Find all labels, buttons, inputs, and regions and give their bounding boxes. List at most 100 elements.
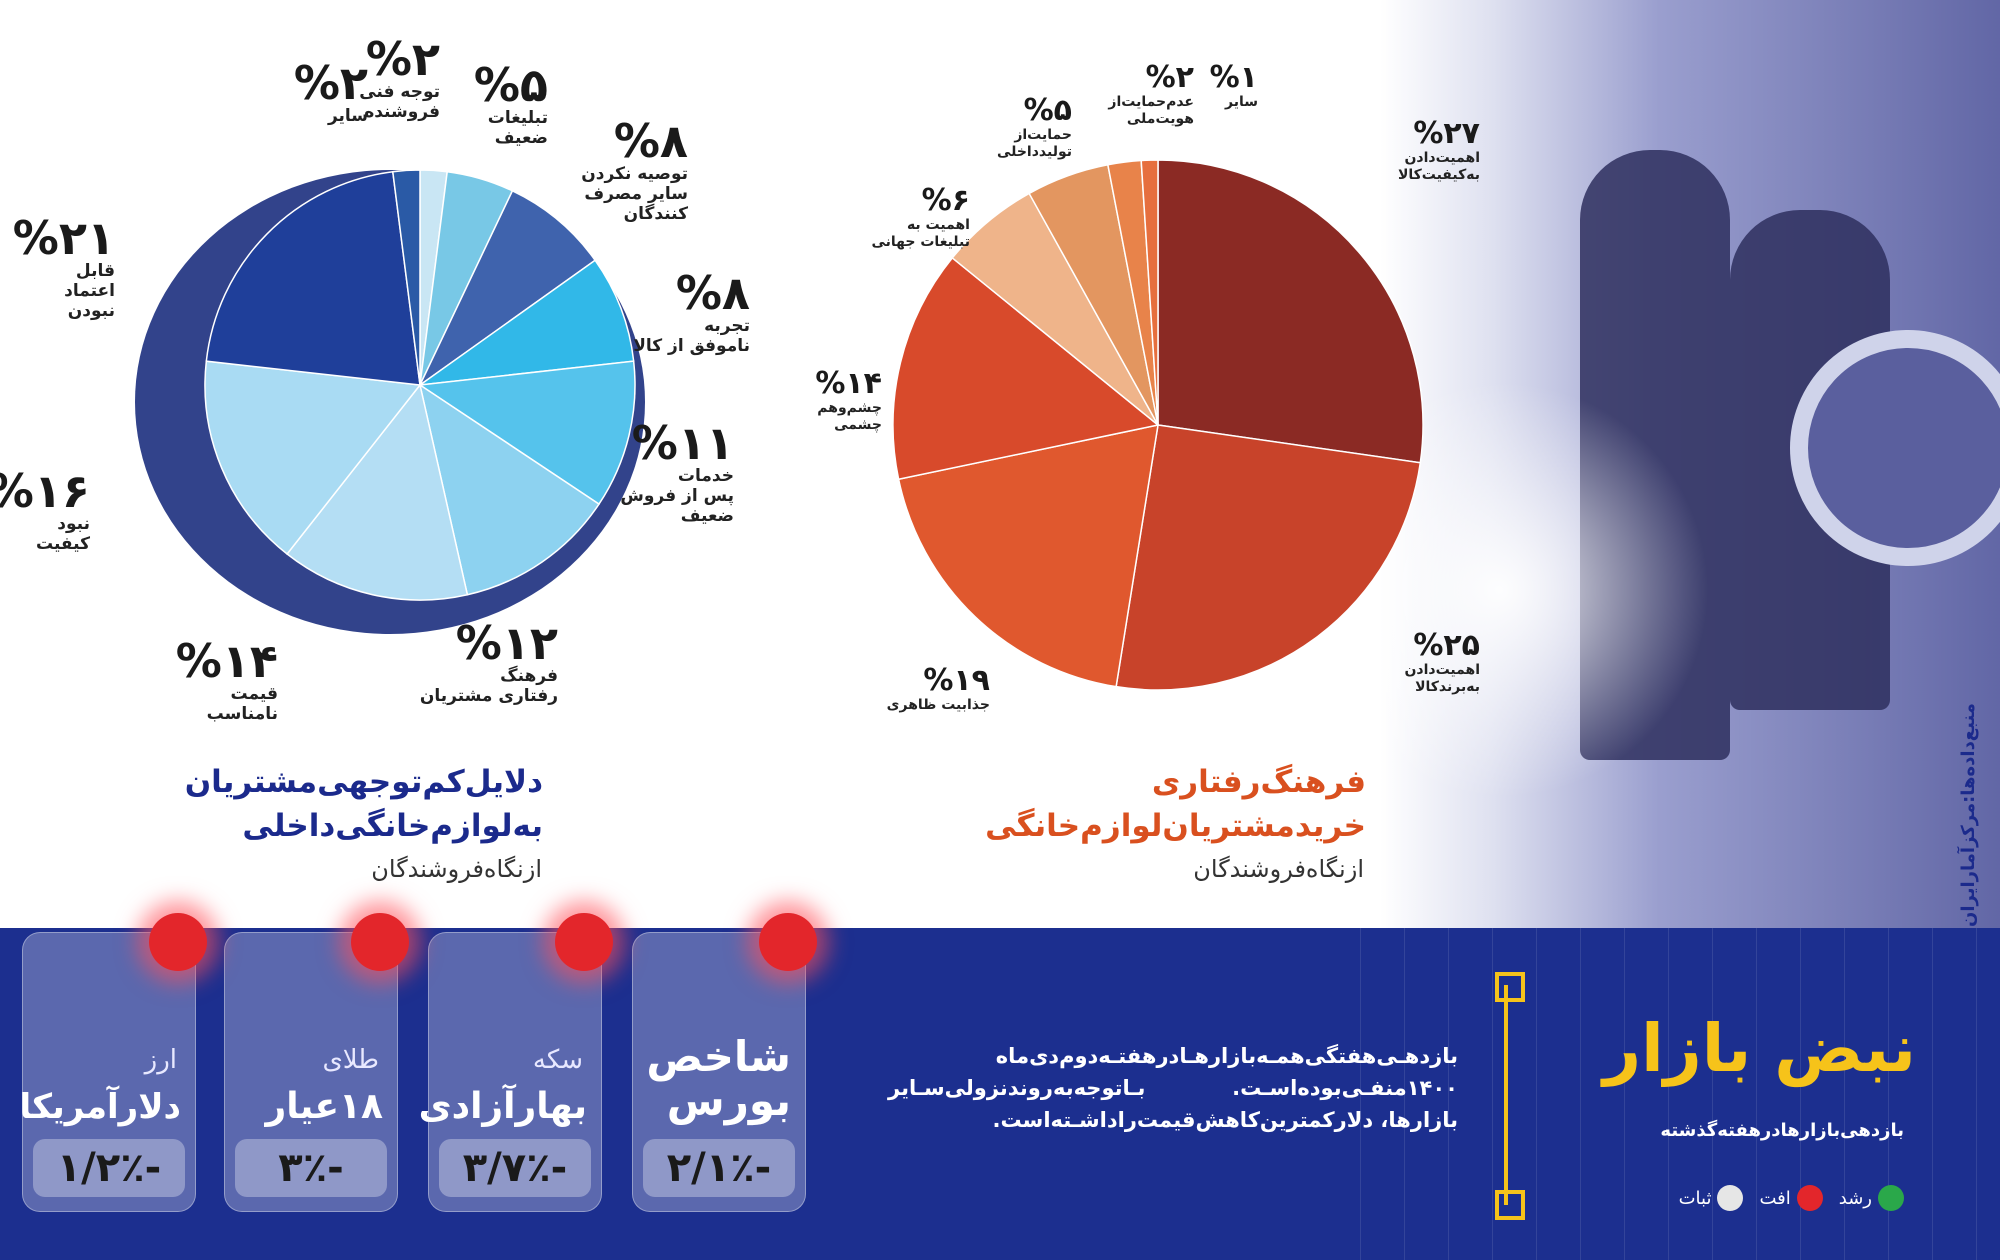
card-name: ۱۸عیار xyxy=(265,1086,383,1127)
slice-label: %۲ سایر xyxy=(294,60,368,126)
slice-percent: %۵ xyxy=(1023,93,1072,128)
pie-slice xyxy=(417,259,635,387)
pie-slice xyxy=(1157,159,1424,464)
pie-slice xyxy=(892,256,1160,481)
slice-label: %۱۴ قیمت نامناسب xyxy=(176,638,278,724)
slice-percent: %۲۱ xyxy=(12,211,115,265)
pie-charts-canvas xyxy=(135,159,1424,691)
pie-slice xyxy=(1140,159,1159,426)
slice-label: %۲۱ قابل اعتماد نبودن xyxy=(13,215,115,321)
slice-label: %۲ عدم‌حمایت‌از هویت‌ملی xyxy=(1108,62,1194,128)
slice-percent: %۲ xyxy=(293,56,368,110)
slice-label: %۶ اهمیت به تبلیغات جهانی xyxy=(871,185,970,251)
card-value: -۱/۲٪ xyxy=(33,1139,185,1197)
card-name: بهارآزادی xyxy=(418,1086,587,1127)
pie-slice xyxy=(391,169,421,386)
card-subtitle: سکه xyxy=(532,1045,583,1075)
drop-status-icon xyxy=(351,913,409,971)
slice-percent: %۲۵ xyxy=(1413,628,1480,663)
slice-percent: %۲ xyxy=(365,32,440,86)
slice-label: %۸ توصیه نکردن سایر مصرف کنندگان xyxy=(581,118,688,224)
card-stock-index: شاخص بورس -۲/۱٪ xyxy=(632,913,817,1212)
slice-label: %۱۱ خدمات پس از فروش ضعیف xyxy=(620,420,734,526)
slice-label: %۲۵ اهمیت‌دادن به‌برندکالا xyxy=(1404,630,1480,696)
slice-percent: %۱۹ xyxy=(923,663,990,698)
blue-pie xyxy=(204,169,636,601)
legend-label: افت xyxy=(1759,1187,1791,1209)
slice-label: %۲ توجه فنی فروشنده xyxy=(359,36,440,122)
card-value: -۳٪ xyxy=(235,1139,387,1197)
infographic-top: %۲ توجه فنی فروشنده %۵ تبلیغات ضعیف %۸ توصیه … xyxy=(0,0,2000,928)
legend-item-stable: ثبات xyxy=(1679,1185,1744,1211)
card-gold-18k: طلای ۱۸عیار -۳٪ xyxy=(224,913,409,1212)
pie-slice xyxy=(286,383,469,601)
card-value: -۳/۷٪ xyxy=(439,1139,591,1197)
orange-pie-title: فرهنگ‌رفتاری خریدمشتریان‌لوازم‌خانگی xyxy=(985,764,1366,844)
slice-percent: %۲ xyxy=(1145,60,1194,95)
status-legend: رشد افت ثبات xyxy=(1679,1185,1904,1211)
card-value: -۲/۱٪ xyxy=(643,1139,795,1197)
slice-label: %۸ تجربه ناموفق از کالا xyxy=(633,270,750,356)
slice-percent: %۱۶ xyxy=(0,464,90,518)
slice-text: حمایت‌از تولیدداخلی xyxy=(996,127,1072,160)
pie-slice xyxy=(897,424,1159,688)
legend-item-growth: رشد xyxy=(1839,1185,1904,1211)
drop-status-icon xyxy=(759,913,817,971)
slice-label: %۱۲ فرهنگ رفتاری مشتریان xyxy=(420,620,558,706)
slice-text: چشم‌وهم چشمی xyxy=(817,400,882,433)
data-source: منبع‌داده‌ها:مرکزآمارایران xyxy=(1958,703,1979,927)
slice-text: توصیه نکردن سایر مصرف کنندگان xyxy=(581,164,688,224)
card-name: دلارآمریکا xyxy=(19,1087,182,1127)
card-subtitle: ارز xyxy=(144,1045,177,1075)
legend-item-drop: افت xyxy=(1759,1185,1823,1211)
slice-text: جذابیت ظاهری xyxy=(886,697,990,713)
market-pulse-title: نبض بازار xyxy=(1603,1010,1916,1087)
slice-label: %۵ تبلیغات ضعیف xyxy=(474,62,548,148)
slice-text: خدمات پس از فروش ضعیف xyxy=(620,466,734,526)
card-name: شاخص بورس xyxy=(646,1032,791,1125)
slice-text: تبلیغات ضعیف xyxy=(487,108,548,148)
pie-slice xyxy=(417,360,636,506)
market-description: بازدهـی‌هفتگی‌همـه‌بازارهـادرهفتـه‌دوم‌د… xyxy=(888,1044,1458,1132)
legend-label: ثبات xyxy=(1678,1187,1712,1209)
white-dot-icon xyxy=(1717,1185,1744,1211)
orange-pie-subtitle: ازنگاه‌فروشندگان xyxy=(1193,855,1364,883)
orange-pie xyxy=(892,159,1424,691)
slice-percent: %۱۱ xyxy=(631,416,734,470)
slice-percent: %۸ xyxy=(613,114,688,168)
slice-text: فرهنگ رفتاری مشتریان xyxy=(419,666,558,706)
red-dot-icon xyxy=(1796,1185,1823,1211)
slice-percent: %۶ xyxy=(921,183,970,218)
slice-percent: %۱۴ xyxy=(815,366,882,401)
slice-text: اهمیت‌دادن به‌کیفیت‌کالا xyxy=(1397,150,1480,183)
pie-slice xyxy=(1115,424,1422,691)
slice-text: عدم‌حمایت‌از هویت‌ملی xyxy=(1108,94,1194,127)
slice-percent: %۱۴ xyxy=(175,634,278,688)
slice-text: قیمت نامناسب xyxy=(206,684,278,724)
ruler-line xyxy=(1504,985,1508,1205)
card-subtitle: طلای xyxy=(322,1045,379,1075)
slice-percent: %۲۷ xyxy=(1413,116,1480,151)
slice-text: اهمیت‌دادن به‌برندکالا xyxy=(1404,662,1480,695)
green-dot-icon xyxy=(1878,1185,1904,1211)
slice-label: %۱۴ چشم‌وهم چشمی xyxy=(815,368,882,434)
slice-text: سایر xyxy=(1225,94,1258,110)
card-bahar-azadi-coin: سکه بهارآزادی -۳/۷٪ xyxy=(418,913,613,1212)
blue-pie-title: دلایل‌کم‌توجهی‌مشتریان به‌لوازم‌خانگی‌دا… xyxy=(184,764,543,844)
slice-percent: %۱ xyxy=(1209,60,1258,95)
slice-label: %۵ حمایت‌از تولیدداخلی xyxy=(997,95,1072,161)
slice-percent: %۸ xyxy=(675,266,750,320)
pie-slice xyxy=(418,189,597,388)
slice-label: %۱ سایر xyxy=(1210,62,1258,111)
pie-slice xyxy=(204,360,422,556)
slice-text: قابل اعتماد نبودن xyxy=(64,261,115,321)
market-pulse-subtitle: بازدهی‌بازارهادرهفته‌گذشته xyxy=(1660,1120,1904,1141)
slice-percent: %۱۲ xyxy=(455,616,558,670)
slice-text: اهمیت به تبلیغات جهانی xyxy=(871,217,970,250)
slice-text: سایر xyxy=(327,106,368,126)
ruler-top-marker xyxy=(1495,972,1525,1002)
slice-label: %۲۷ اهمیت‌دادن به‌کیفیت‌کالا xyxy=(1398,118,1480,184)
slice-percent: %۵ xyxy=(473,58,548,112)
pie-slice xyxy=(205,170,421,386)
